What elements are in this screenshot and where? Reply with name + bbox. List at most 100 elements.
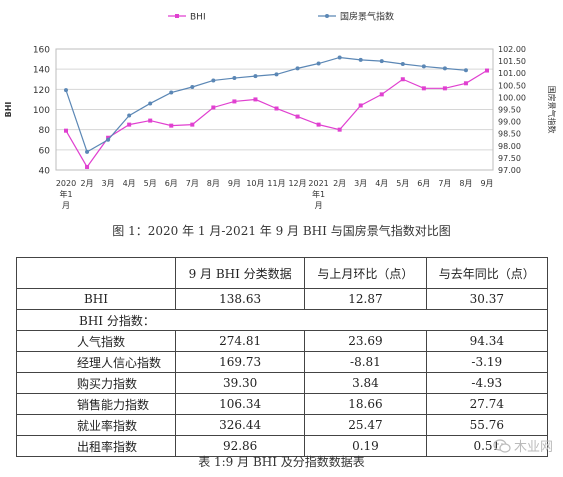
table-cell: 0.19 xyxy=(304,435,427,457)
table-cell: 94.34 xyxy=(425,330,549,352)
y-left-tick-label: 60 xyxy=(39,146,51,156)
index-data-point xyxy=(316,61,321,66)
bhi-data-point xyxy=(169,123,174,128)
x-tick-label: 年1 xyxy=(312,189,325,199)
table-row: 销售能力指数 106.34 18.66 27.74 xyxy=(16,393,549,415)
table-cell: 23.69 xyxy=(304,330,427,352)
table-row: 人气指数 274.81 23.69 94.34 xyxy=(16,330,549,352)
dual-axis-line-chart: 40 60 80 100 120 140 160 97.00 97.50 98.00 98.50 99… xyxy=(4,11,557,211)
table-cell: 销售能力指数 xyxy=(16,393,176,415)
x-tick-label: 8月 xyxy=(207,179,220,188)
y-right-tick-label: 100.00 xyxy=(498,93,526,102)
table-cell: 39.30 xyxy=(174,372,306,394)
figure-caption: 图 1：2020 年 1 月-2021 年 9 月 BHI 与国房景气指数对比图 xyxy=(112,224,451,238)
index-data-point xyxy=(127,113,132,118)
legend-marker xyxy=(175,14,179,18)
table-cell: 274.81 xyxy=(174,330,306,352)
x-tick-label: 2月 xyxy=(81,179,94,188)
table-cell: BHI xyxy=(16,288,176,310)
plot-frame xyxy=(55,48,494,171)
index-data-point xyxy=(400,62,405,67)
index-data-point xyxy=(190,84,195,89)
y-left-axis-label: BHI xyxy=(4,102,13,118)
y-right-tick-label: 100.50 xyxy=(498,81,526,90)
table-row-bhi: BHI 138.63 12.87 30.37 xyxy=(16,288,549,310)
index-data-point xyxy=(358,57,363,62)
index-data-point xyxy=(85,149,90,154)
chart-area: 40 60 80 100 120 140 160 97.00 97.50 98.00 98.50 99… xyxy=(0,0,563,218)
table-row: 就业率指数 326.44 25.47 55.76 xyxy=(16,414,549,436)
bhi-data-point xyxy=(211,105,216,110)
bhi-data-point xyxy=(485,68,489,73)
y-right-tick-label: 99.50 xyxy=(498,106,521,115)
x-tick-label: 5月 xyxy=(396,179,409,188)
x-tick-label: 2020 xyxy=(56,179,76,188)
y-left-tick-label: 80 xyxy=(39,126,51,136)
y-right-tick-label: 98.00 xyxy=(498,142,521,151)
y-right-axis-label: 国房景气指数 xyxy=(547,86,557,134)
table-row: 出租率指数 92.86 0.19 0.51 xyxy=(16,435,549,457)
y-right-tick-label: 98.50 xyxy=(498,130,521,139)
bhi-data-point xyxy=(295,114,300,119)
table-cell: 3.84 xyxy=(304,372,427,394)
table-cell: 106.34 xyxy=(174,393,306,415)
y-right-tick-label: 101.00 xyxy=(498,69,526,78)
bhi-data-point xyxy=(316,122,321,127)
x-tick-label: 6月 xyxy=(417,179,430,188)
y-left-tick-label: 140 xyxy=(33,66,50,76)
y-left-tick-label: 160 xyxy=(33,46,50,56)
bhi-series-line xyxy=(65,70,488,169)
bhi-data-point xyxy=(64,128,68,133)
table-cell: 人气指数 xyxy=(16,330,176,352)
table-cell: 138.63 xyxy=(174,288,306,310)
table-cell: -8.81 xyxy=(304,351,427,373)
x-tick-label: 5月 xyxy=(144,179,157,188)
x-tick-label: 年1 xyxy=(59,189,72,199)
x-tick-label: 2月 xyxy=(333,179,346,188)
index-data-point xyxy=(463,68,468,73)
y-left-tick-label: 120 xyxy=(33,86,50,96)
watermark: 木业网 xyxy=(493,436,553,455)
x-tick-label: 12月 xyxy=(288,179,306,188)
x-tick-label: 7月 xyxy=(186,179,199,188)
table-cell: 326.44 xyxy=(174,414,306,436)
bhi-data-point xyxy=(421,86,426,91)
bhi-data-point xyxy=(232,99,237,104)
table-header-cell: 与去年同比（点） xyxy=(425,257,549,289)
table-cell: 12.87 xyxy=(304,288,427,310)
x-tick-label: 4月 xyxy=(375,179,388,188)
bhi-data-point xyxy=(274,106,279,111)
table-section-row: BHI 分指数： xyxy=(16,309,548,331)
bhi-data-point xyxy=(337,127,342,132)
index-data-point xyxy=(211,78,216,83)
wechat-icon xyxy=(493,438,511,453)
bhi-data-point xyxy=(400,77,405,82)
y-right-tick-label: 97.50 xyxy=(498,154,521,163)
index-data-point xyxy=(232,76,237,81)
table-cell: 购买力指数 xyxy=(16,372,176,394)
bhi-data-point xyxy=(127,122,132,127)
legend-label: 国房景气指数 xyxy=(340,11,394,23)
bhi-data-point xyxy=(358,103,363,108)
bhi-data-point xyxy=(253,97,258,102)
bhi-data-point xyxy=(442,86,447,91)
x-tick-label: 11月 xyxy=(267,179,285,188)
x-tick-label: 4月 xyxy=(123,179,136,188)
bhi-data-point xyxy=(85,164,90,169)
x-tick-label: 9月 xyxy=(228,179,241,188)
table-cell: 18.66 xyxy=(304,393,427,415)
bhi-data-point xyxy=(190,122,195,127)
index-data-point xyxy=(169,90,174,95)
watermark-text: 木业网 xyxy=(513,440,553,455)
table-header-cell xyxy=(16,257,176,289)
index-data-point xyxy=(421,64,426,69)
y-right-tick-label: 101.50 xyxy=(498,57,526,66)
x-tick-label: 月 xyxy=(315,201,323,210)
table-caption: 表 1:9 月 BHI 及分指数数据表 xyxy=(198,455,365,469)
table-cell: 经理人信心指数 xyxy=(16,351,176,373)
bhi-data-point xyxy=(379,92,384,97)
table-row: 购买力指数 39.30 3.84 -4.93 xyxy=(16,372,549,394)
table-cell: 25.47 xyxy=(304,414,427,436)
x-tick-label: 2021 xyxy=(308,179,328,188)
table-cell: 27.74 xyxy=(425,393,549,415)
